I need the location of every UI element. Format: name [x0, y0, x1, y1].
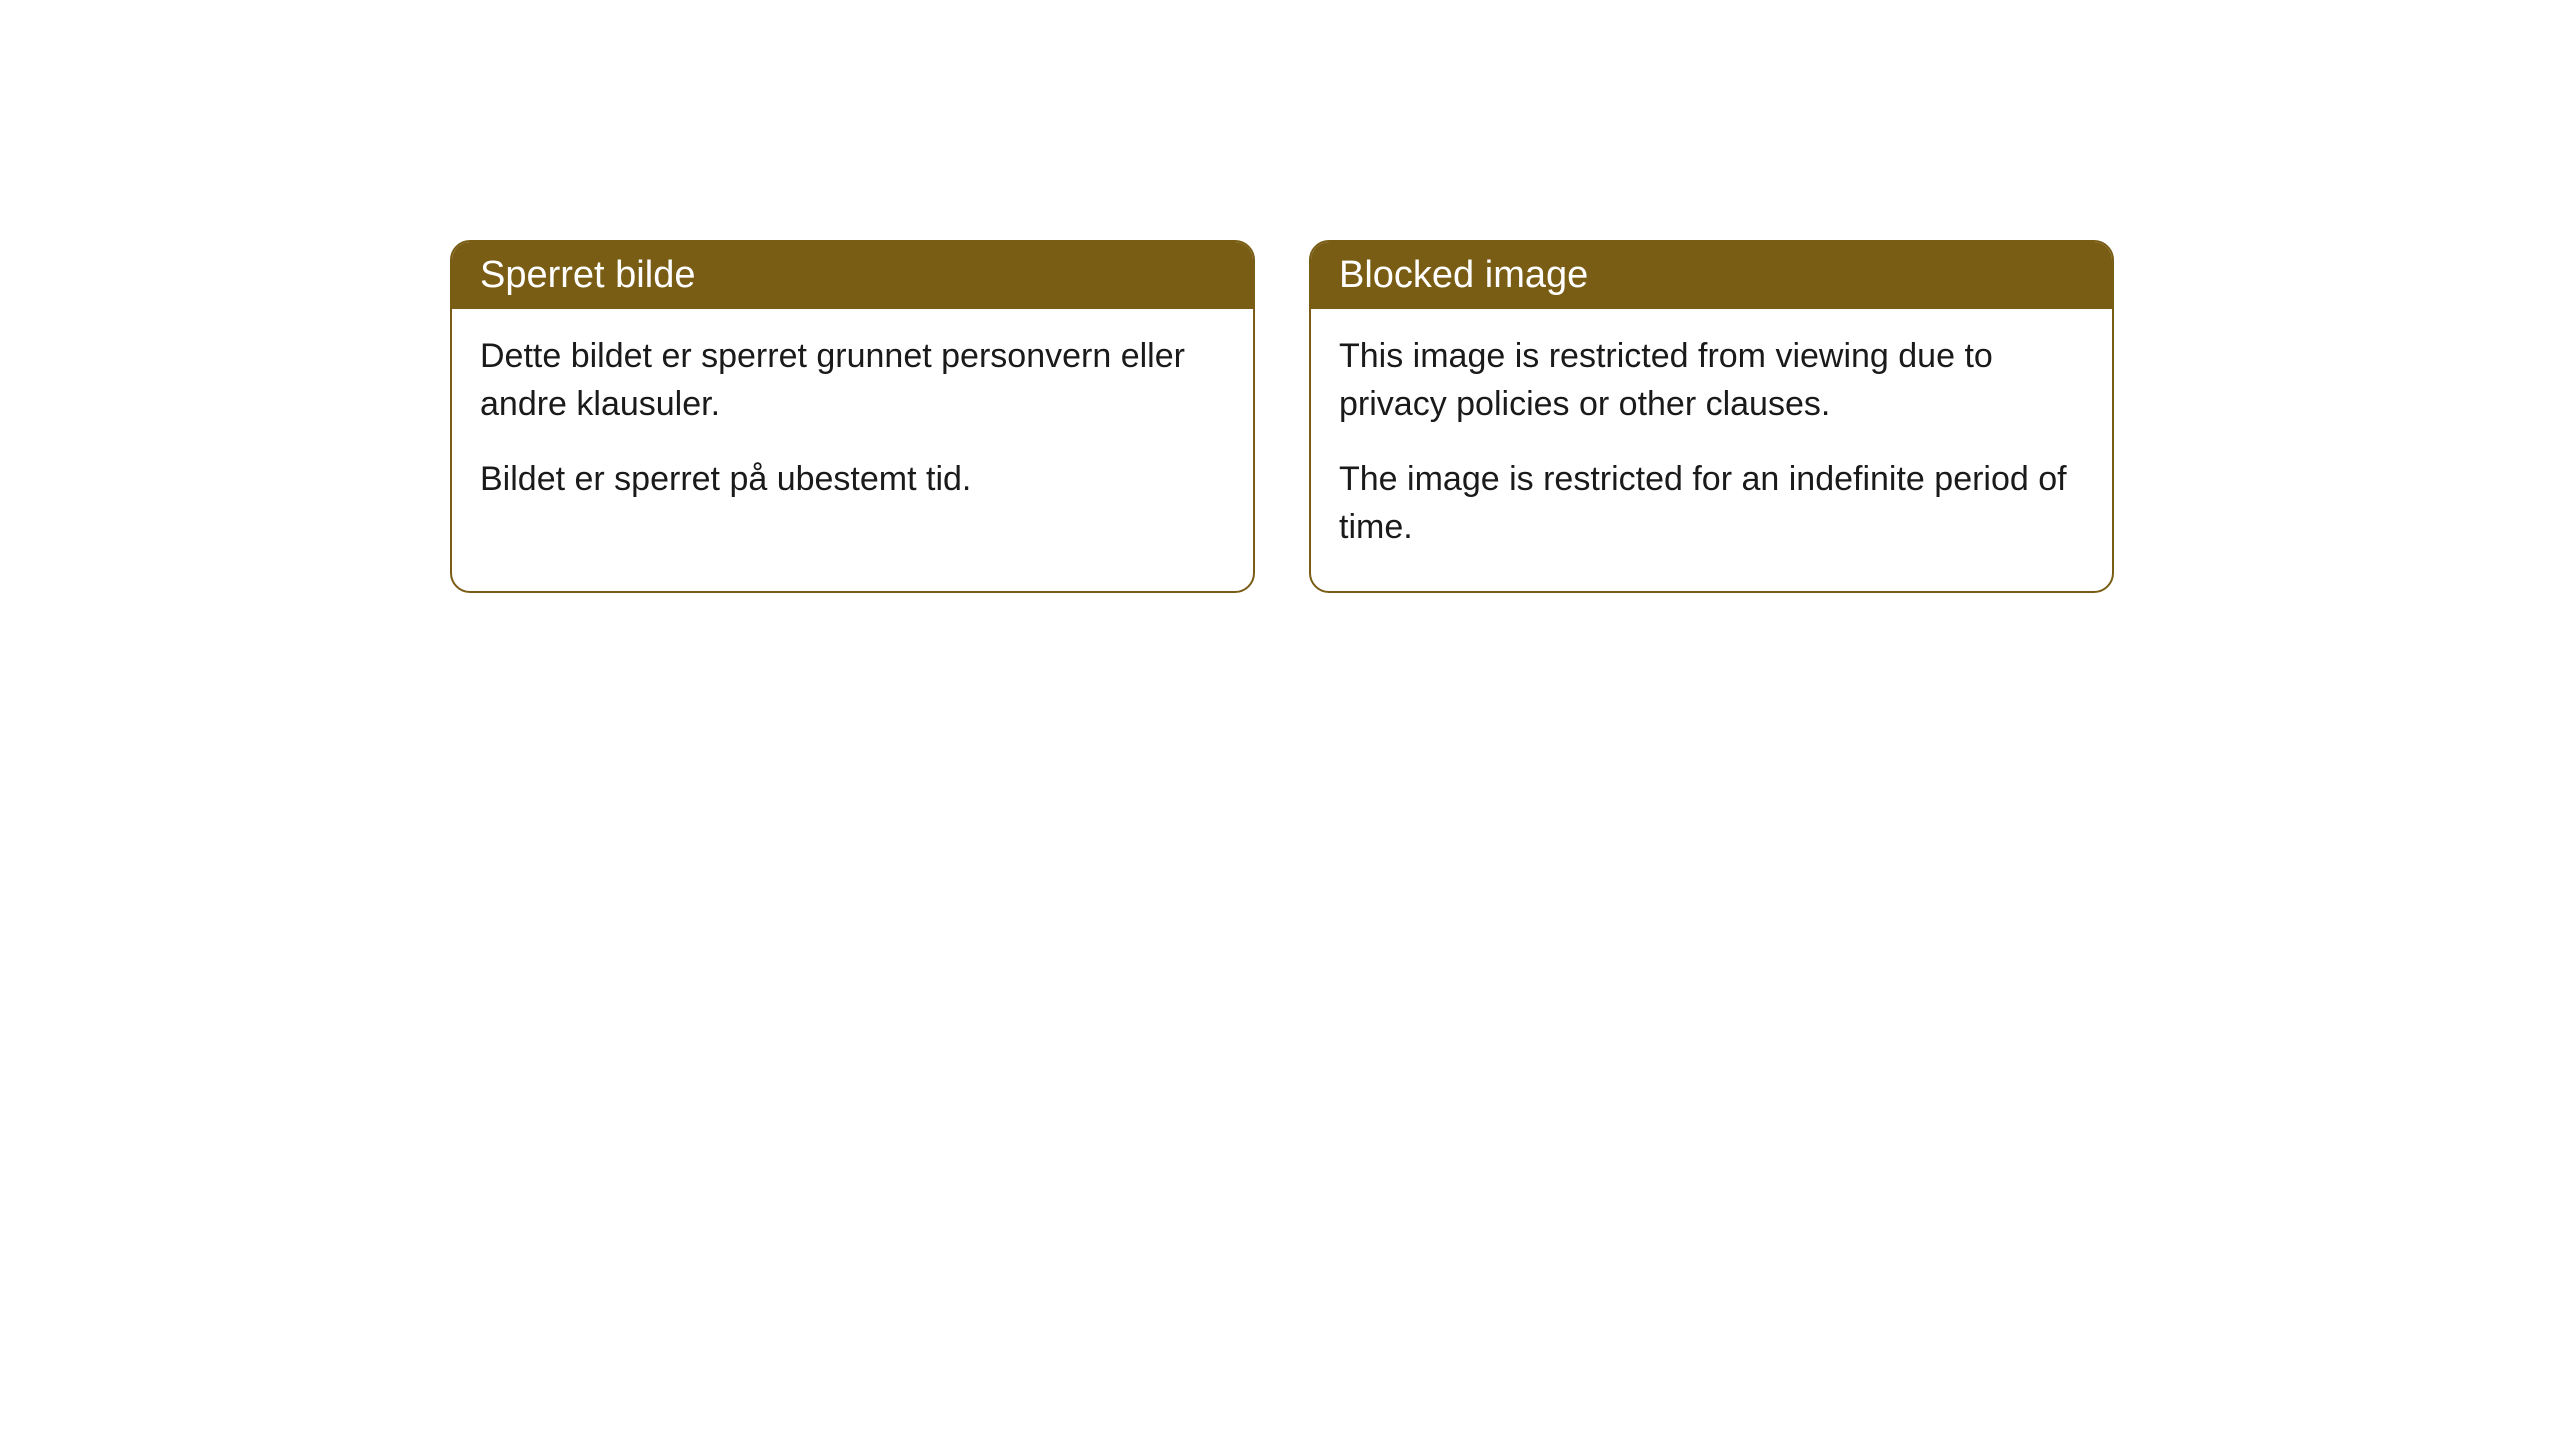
card-paragraph: Dette bildet er sperret grunnet personve… [480, 333, 1225, 428]
card-header: Sperret bilde [452, 242, 1253, 309]
notice-card-norwegian: Sperret bilde Dette bildet er sperret gr… [450, 240, 1255, 593]
notice-card-english: Blocked image This image is restricted f… [1309, 240, 2114, 593]
notice-cards-container: Sperret bilde Dette bildet er sperret gr… [0, 0, 2560, 593]
card-body: Dette bildet er sperret grunnet personve… [452, 309, 1253, 544]
card-paragraph: Bildet er sperret på ubestemt tid. [480, 456, 1225, 504]
card-body: This image is restricted from viewing du… [1311, 309, 2112, 591]
card-paragraph: This image is restricted from viewing du… [1339, 333, 2084, 428]
card-paragraph: The image is restricted for an indefinit… [1339, 456, 2084, 551]
card-header: Blocked image [1311, 242, 2112, 309]
